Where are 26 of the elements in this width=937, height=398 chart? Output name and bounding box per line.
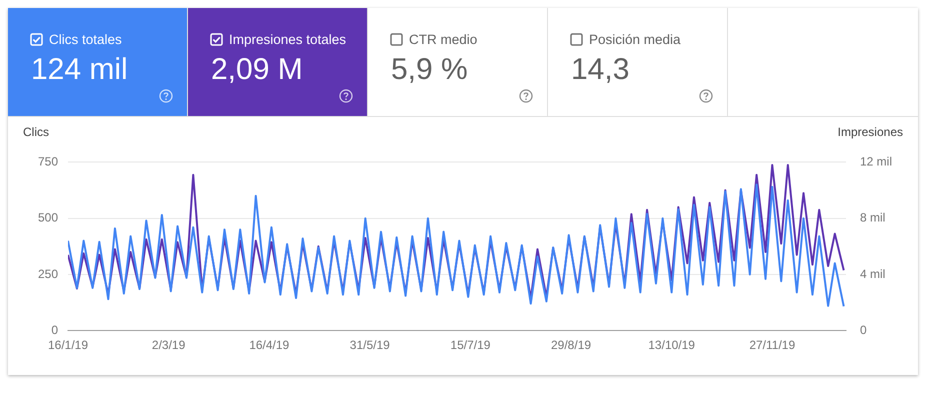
x-tick-label: 13/10/19 (648, 338, 696, 352)
text: Posición media (589, 32, 681, 47)
x-tick-label: 15/7/19 (450, 338, 491, 352)
y2-tick-label: 4 mil (860, 266, 886, 281)
x-tick-label: 2/3/19 (152, 338, 186, 352)
y2-tick-label: 0 (860, 322, 867, 337)
y-tick-label: 250 (38, 266, 58, 281)
y2-tick-label: 12 mil (860, 154, 892, 169)
y-tick-label: 750 (38, 154, 58, 169)
text: CTR medio (409, 32, 478, 47)
y-tick-label: 0 (51, 322, 58, 337)
y2-axis-title: Impresiones (838, 125, 903, 139)
text: Impresiones totales (229, 32, 346, 47)
x-tick-label: 16/1/19 (48, 338, 88, 352)
text: 14,3 (571, 53, 630, 87)
x-tick-label: 31/5/19 (350, 338, 390, 352)
y-axis-title: Clics (23, 125, 49, 139)
text: 124 mil (31, 53, 129, 87)
x-tick-label: 29/8/19 (550, 338, 592, 352)
text: 2,09 M (211, 53, 304, 87)
x-tick-label: 27/11/19 (749, 338, 796, 352)
text: 5,9 % (391, 53, 469, 87)
x-tick-label: 16/4/19 (249, 338, 290, 352)
y2-tick-label: 8 mil (860, 210, 886, 225)
y-tick-label: 500 (38, 210, 58, 225)
text: Clics totales (49, 32, 122, 47)
